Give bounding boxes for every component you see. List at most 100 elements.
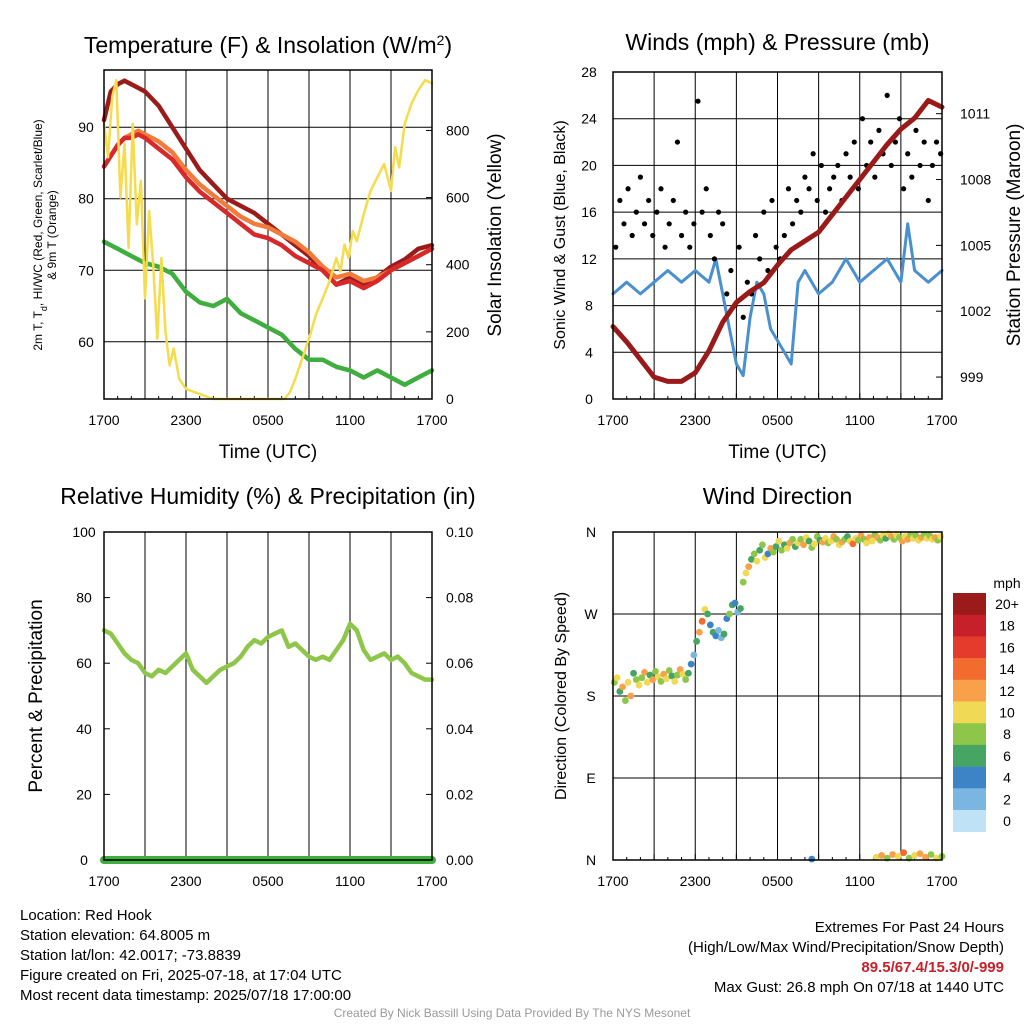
- gust-point: [851, 139, 857, 145]
- y-left-tick-label: 90: [78, 119, 94, 135]
- x-tick-label: 0500: [762, 873, 793, 889]
- gust-point: [633, 209, 639, 215]
- wind_speed-line: [611, 222, 944, 378]
- recent-timestamp: Most recent data timestamp: 2025/07/18 1…: [20, 987, 352, 1004]
- chart-title: Relative Humidity (%) & Precipitation (i…: [60, 483, 475, 509]
- chart-title: Temperature (F) & Insolation (W/m2): [84, 32, 452, 58]
- colorbar-label: 20+: [995, 596, 1019, 612]
- direction-point: [778, 546, 786, 554]
- gust-point: [831, 174, 837, 180]
- direction-point: [916, 850, 924, 858]
- station-info: Location: Red Hook Station elevation: 64…: [20, 906, 351, 1006]
- credit-line: Created By Nick Bassill Using Data Provi…: [333, 1006, 691, 1020]
- y-direction-label: E: [586, 770, 595, 786]
- direction-point: [630, 669, 637, 677]
- x-tick-label: 1700: [926, 873, 957, 889]
- gust-point: [654, 209, 660, 215]
- gust-point: [646, 197, 652, 204]
- temp_9m-line: [101, 128, 435, 284]
- direction-point: [712, 632, 720, 640]
- direction-point: [668, 672, 676, 680]
- title-close: ): [444, 32, 452, 58]
- x-tick-label: 1700: [926, 412, 957, 428]
- y-right-tick-label: 0.02: [446, 786, 473, 802]
- direction-point: [635, 681, 643, 689]
- colorbar-label: 16: [999, 639, 1015, 655]
- gust-point: [909, 174, 915, 180]
- gust-point: [876, 127, 882, 133]
- y-right-tick-label: 1011: [960, 106, 990, 122]
- y-right-tick-label: 600: [446, 190, 470, 206]
- gust-point: [859, 116, 866, 122]
- y-left-tick-label: 16: [581, 204, 597, 220]
- plot-frame: [612, 71, 943, 400]
- gust-point: [888, 162, 894, 169]
- colorbar-swatch: [953, 636, 986, 659]
- x-tick-label: 1100: [335, 412, 365, 428]
- gust-point: [720, 221, 726, 227]
- direction-point: [632, 676, 640, 683]
- direction-point: [619, 683, 626, 691]
- y-left-tick-label: 60: [78, 334, 94, 350]
- y-left-tick-label: 100: [72, 524, 96, 540]
- gust-point: [658, 186, 664, 192]
- gust-point: [769, 197, 775, 204]
- direction-point: [764, 550, 772, 558]
- gust-point: [728, 267, 734, 274]
- gust-point: [617, 197, 623, 204]
- gust-point: [678, 232, 685, 239]
- direction-point: [872, 853, 880, 861]
- y-left-tick-label: 20: [581, 157, 597, 173]
- direction-point: [665, 667, 673, 674]
- gust-point: [785, 186, 792, 192]
- direction-point: [720, 630, 728, 638]
- y-left-tick-label: 80: [76, 590, 92, 606]
- gust-point: [826, 186, 833, 192]
- y-left-axis-label: Percent & Precipitation: [26, 599, 47, 792]
- gust-point: [715, 209, 722, 215]
- y-left-tick-label: 24: [581, 111, 597, 127]
- y-right-tick-label: 0: [446, 391, 454, 407]
- colorbar-swatch: [953, 658, 986, 681]
- direction-point: [704, 610, 711, 618]
- gust-point: [810, 151, 816, 157]
- direction-point: [748, 555, 755, 563]
- extremes-panel: Extremes For Past 24 Hours (High/Low/Max…: [688, 918, 1004, 998]
- gust-point: [711, 256, 718, 262]
- gust-point: [872, 174, 878, 180]
- x-tick-label: 0500: [252, 873, 283, 889]
- station-latlon: Station lat/lon: 42.0017; -73.8839: [20, 947, 242, 964]
- gust-point: [613, 244, 619, 250]
- direction-point: [739, 578, 747, 586]
- gust-point: [761, 209, 767, 215]
- x-tick-label: 2300: [170, 412, 201, 428]
- plot-frame: [103, 69, 433, 400]
- colorbar-title: mph: [993, 575, 1020, 591]
- direction-point: [808, 855, 816, 863]
- gust-point: [670, 197, 676, 204]
- direction-point: [833, 535, 840, 543]
- direction-point: [684, 669, 692, 677]
- gust-point: [818, 162, 824, 169]
- max-gust: Max Gust: 26.8 mph On 07/18 at 1440 UTC: [713, 979, 1004, 996]
- gust-point: [662, 244, 668, 250]
- gust-point: [868, 139, 874, 145]
- station_pressure-line: [610, 98, 945, 384]
- speed-colorbar: mph 20+ 18 16 14 12 10 8 6 4 2 0: [953, 575, 1021, 832]
- direction-point: [671, 678, 679, 685]
- colorbar-swatch: [953, 788, 986, 811]
- direction-point: [753, 557, 761, 565]
- direction-point: [649, 676, 657, 683]
- y-left-tick-label: 4: [585, 344, 593, 360]
- x-axis-label: Time (UTC): [728, 442, 827, 463]
- direction-point: [775, 537, 783, 545]
- colorbar-label: 2: [1003, 791, 1011, 807]
- gust-point: [666, 221, 672, 227]
- gust-point: [674, 139, 681, 145]
- gust-point: [901, 186, 907, 192]
- station-elevation: Station elevation: 64.8005 m: [20, 927, 211, 944]
- panel-3: 1700 2300 0500 1100 17000204060801000.000.02…: [26, 483, 476, 889]
- direction-point: [695, 628, 703, 636]
- gust-point: [781, 232, 787, 239]
- direction-point: [745, 563, 753, 571]
